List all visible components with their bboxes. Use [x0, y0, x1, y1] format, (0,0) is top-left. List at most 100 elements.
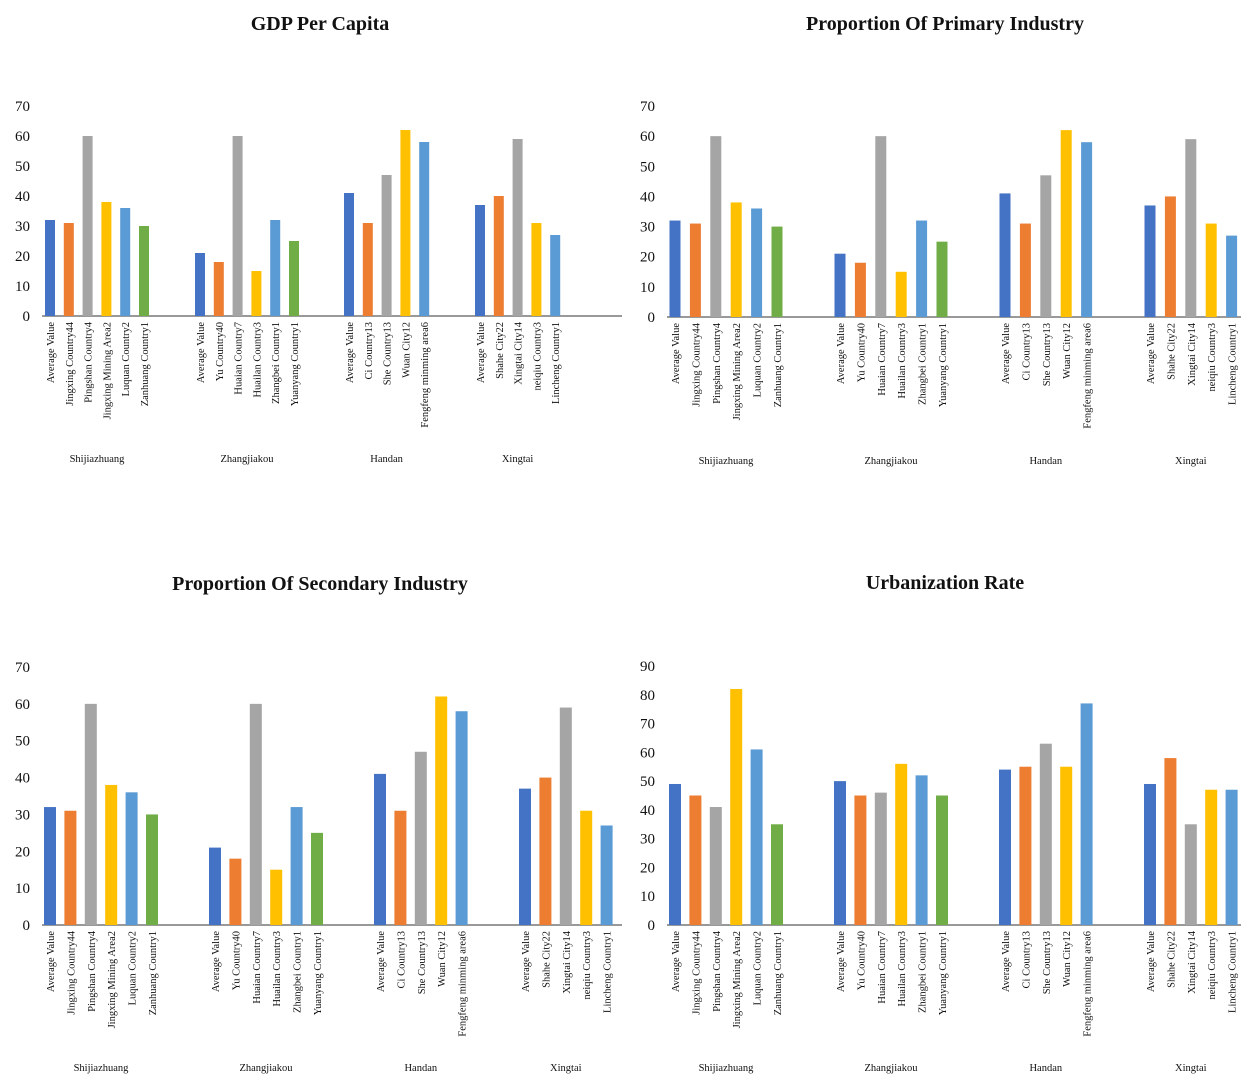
bar-handan-ci-country13 — [394, 810, 407, 925]
bar-xingtai-average-value — [519, 788, 531, 925]
bar-shijiazhuang-jingxing-country44 — [63, 223, 74, 316]
bar-xingtai-shahe-city22 — [1164, 196, 1176, 317]
bar-shijiazhuang-zanhuang-country1 — [139, 226, 149, 316]
bar-shijiazhuang-jingxing-country44 — [689, 223, 701, 317]
category-label: Zhangbei Country1 — [271, 322, 282, 404]
group-label-zhangjiakou: Zhangjiakou — [239, 1063, 293, 1074]
category-label: Ci Country13 — [396, 931, 407, 988]
bar-handan-fengfeng-minming-area6 — [455, 711, 468, 925]
bar-handan-she-country13 — [414, 751, 427, 925]
bar-handan-ci-country13 — [362, 223, 373, 316]
bar-shijiazhuang-average-value — [45, 220, 55, 316]
category-label: Lincheng Country1 — [1228, 323, 1239, 405]
bar-shijiazhuang-average-value — [44, 807, 56, 925]
category-label: Fengfeng minming area6 — [1083, 323, 1094, 429]
bar-zhangjiakou-zhangbei-country1 — [270, 220, 281, 316]
category-label: Huailan Country3 — [252, 322, 263, 398]
bar-handan-average-value — [999, 193, 1011, 317]
bar-xingtai-shahe-city22 — [539, 777, 552, 925]
category-label: Ci Country13 — [1021, 323, 1032, 380]
group-label-xingtai: Xingtai — [502, 454, 534, 465]
y-tick-label: 60 — [15, 697, 30, 713]
bar-handan-ci-country13 — [1019, 223, 1031, 317]
y-tick-label: 40 — [640, 803, 655, 819]
category-label: Average Value — [836, 931, 847, 992]
bar-zhangjiakou-zhangbei-country1 — [915, 775, 928, 925]
category-label: Jingxing Country44 — [66, 930, 77, 1014]
bar-zhangjiakou-zhangbei-country1 — [916, 220, 928, 317]
y-tick-label: 50 — [640, 159, 655, 175]
category-label: Zhangbei Country1 — [918, 323, 929, 405]
chart-title: Proportion Of Secondary Industry — [172, 573, 468, 595]
y-tick-label: 0 — [23, 309, 31, 325]
category-label: Fengfeng minming area6 — [458, 931, 469, 1037]
y-tick-label: 70 — [640, 99, 655, 115]
y-tick-label: 30 — [640, 832, 655, 848]
y-tick-label: 0 — [648, 310, 656, 326]
category-label: Huaian Country7 — [234, 322, 245, 395]
category-label: Jingxing Mining Area2 — [732, 931, 743, 1028]
bar-zhangjiakou-yuanyang-country1 — [311, 832, 323, 925]
category-label: Average Value — [1146, 323, 1157, 384]
y-tick-label: 20 — [640, 860, 655, 876]
bar-handan-ci-country13 — [1019, 766, 1032, 925]
category-label: Huailan Country3 — [897, 323, 908, 399]
bar-shijiazhuang-jingxing-mining-area2 — [730, 202, 742, 317]
category-label: Wuan City12 — [1062, 931, 1073, 987]
bar-handan-average-value — [999, 769, 1011, 925]
bar-zhangjiakou-zhangbei-country1 — [290, 807, 303, 925]
category-label: Luquan Country2 — [753, 323, 764, 397]
bar-shijiazhuang-zanhuang-country1 — [771, 824, 783, 925]
bar-handan-fengfeng-minming-area6 — [1081, 142, 1093, 317]
category-label: Shahe City22 — [541, 931, 552, 988]
group-label-shijiazhuang: Shijiazhuang — [74, 1063, 130, 1074]
bar-xingtai-xingtai-city14 — [512, 139, 523, 316]
y-tick-label: 70 — [15, 99, 30, 115]
category-label: She Country13 — [1042, 931, 1053, 994]
y-tick-label: 0 — [23, 918, 31, 934]
category-label: Average Value — [671, 931, 682, 992]
bar-xingtai-neiqiu-country3 — [1205, 789, 1218, 925]
bar-shijiazhuang-average-value — [669, 220, 681, 317]
bar-xingtai-lincheng-country1 — [550, 235, 561, 316]
category-label: Wuan City12 — [1062, 323, 1073, 379]
category-label: Zanhuang Country1 — [773, 323, 784, 407]
category-label: Xingtai City14 — [514, 321, 525, 384]
bar-zhangjiakou-huailan-country3 — [895, 271, 907, 317]
bar-xingtai-xingtai-city14 — [1184, 824, 1197, 925]
chart-title: Proportion Of Primary Industry — [806, 13, 1084, 35]
category-label: Huaian Country7 — [877, 323, 888, 396]
category-label: Average Value — [376, 931, 387, 992]
category-label: Yu Country40 — [215, 322, 226, 381]
group-label-xingtai: Xingtai — [1175, 1063, 1207, 1074]
y-tick-label: 50 — [15, 734, 30, 750]
bar-xingtai-average-value — [475, 205, 485, 316]
category-label: Ci Country13 — [364, 322, 375, 379]
category-label: Average Value — [345, 322, 356, 383]
bar-zhangjiakou-huaian-country7 — [249, 703, 262, 925]
y-tick-label: 90 — [640, 659, 655, 675]
y-tick-label: 60 — [640, 745, 655, 761]
bar-shijiazhuang-pingshan-country4 — [84, 703, 97, 925]
group-label-handan: Handan — [1029, 456, 1062, 467]
category-label: Average Value — [836, 323, 847, 384]
category-label: Zhangbei Country1 — [293, 931, 304, 1013]
bar-zhangjiakou-yu-country40 — [854, 262, 866, 317]
category-label: Average Value — [1001, 931, 1012, 992]
category-label: Average Value — [476, 322, 487, 383]
category-label: Fengfeng minming area6 — [420, 322, 431, 428]
category-label: Average Value — [521, 931, 532, 992]
bar-xingtai-xingtai-city14 — [1185, 139, 1197, 317]
category-label: Wuan City12 — [401, 322, 412, 378]
bar-shijiazhuang-jingxing-mining-area2 — [105, 784, 118, 925]
chart-svg: Proportion Of Secondary Industry 0 10 20 30 4… — [15, 573, 622, 1074]
group-label-handan: Handan — [370, 454, 403, 465]
y-tick-label: 60 — [640, 129, 655, 145]
bar-shijiazhuang-jingxing-mining-area2 — [101, 202, 112, 316]
category-label: Yuanyang Country1 — [290, 322, 301, 406]
category-label: She Country13 — [417, 931, 428, 994]
group-label-zhangjiakou: Zhangjiakou — [864, 1063, 918, 1074]
category-label: Average Value — [1146, 931, 1157, 992]
category-label: Huaian Country7 — [252, 931, 263, 1004]
group-label-xingtai: Xingtai — [550, 1063, 582, 1074]
